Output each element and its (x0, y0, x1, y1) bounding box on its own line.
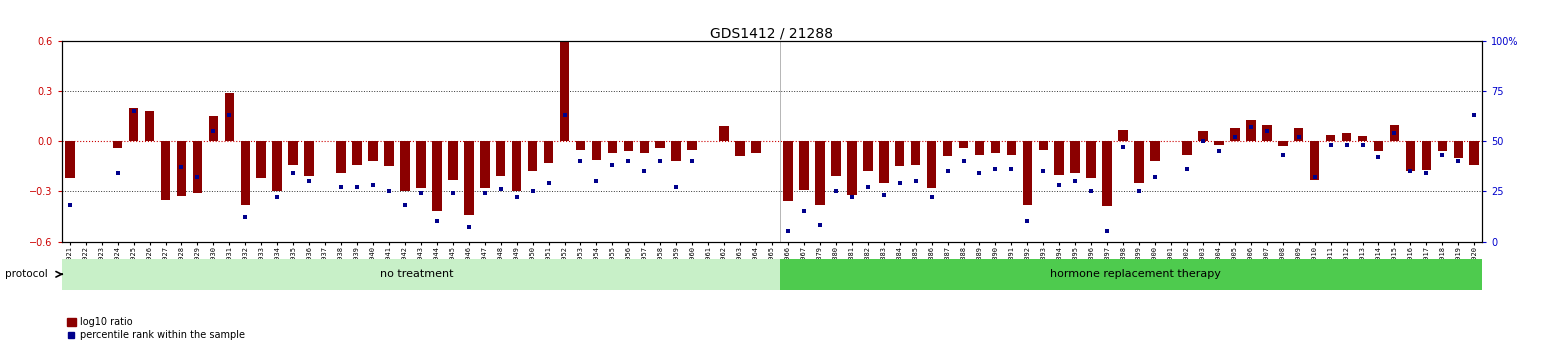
Bar (863, 141, 872, 171)
Bar (1405, 141, 1416, 171)
Bar (672, 141, 681, 161)
Bar (800, 141, 809, 190)
Bar (1246, 120, 1255, 141)
Bar (720, 127, 729, 141)
Bar (896, 141, 905, 167)
Bar (193, 141, 202, 193)
Bar (752, 141, 761, 153)
Bar (1261, 125, 1272, 141)
Bar (639, 141, 648, 153)
Bar (400, 141, 409, 191)
Bar (608, 141, 618, 153)
Bar (1007, 141, 1016, 155)
Bar (687, 141, 696, 150)
Bar (256, 141, 266, 178)
Bar (1055, 141, 1064, 175)
Bar (1309, 141, 1320, 180)
Bar (1087, 141, 1096, 178)
Bar (831, 141, 840, 177)
Bar (337, 141, 346, 173)
Bar (528, 141, 537, 171)
Bar (1470, 141, 1479, 165)
Text: hormone replacement therapy: hormone replacement therapy (1050, 269, 1221, 279)
Bar (1357, 137, 1368, 141)
Bar (1150, 141, 1160, 161)
Bar (513, 141, 522, 191)
Text: protocol: protocol (5, 269, 48, 279)
Bar (448, 141, 457, 180)
Bar (1135, 141, 1144, 183)
Bar (1453, 141, 1464, 158)
Bar (656, 141, 665, 148)
Bar (1070, 141, 1081, 173)
Bar (1278, 141, 1288, 146)
Bar (463, 141, 474, 215)
Bar (128, 108, 139, 141)
Bar (1437, 141, 1447, 151)
Bar (62, 259, 780, 290)
Bar (367, 141, 378, 161)
Bar (1183, 141, 1192, 155)
Bar (496, 141, 505, 177)
Bar (624, 141, 633, 151)
Bar (1198, 131, 1207, 141)
Bar (560, 33, 570, 141)
Bar (783, 141, 792, 201)
Bar (959, 141, 968, 148)
Text: no treatment: no treatment (380, 269, 454, 279)
Bar (304, 141, 313, 177)
Bar (161, 141, 170, 200)
Bar (480, 141, 489, 188)
Bar (1342, 133, 1351, 141)
Bar (943, 141, 953, 157)
Bar (991, 141, 1001, 153)
Title: GDS1412 / 21288: GDS1412 / 21288 (710, 26, 834, 40)
Bar (272, 141, 283, 191)
Bar (176, 141, 187, 197)
Bar (208, 117, 218, 141)
Bar (352, 141, 361, 165)
Bar (1422, 141, 1431, 170)
Bar (926, 141, 936, 188)
Bar (1326, 135, 1336, 141)
Bar (289, 141, 298, 165)
Bar (1118, 130, 1129, 141)
Bar (113, 141, 122, 148)
Bar (974, 141, 984, 155)
Bar (735, 141, 744, 157)
Bar (591, 141, 601, 160)
Bar (384, 141, 394, 167)
Bar (1294, 128, 1303, 141)
Bar (879, 141, 888, 183)
Bar (576, 141, 585, 150)
Bar (432, 141, 442, 211)
Bar (65, 141, 74, 178)
Bar (1102, 141, 1112, 206)
Bar (241, 141, 250, 205)
Legend: log10 ratio, percentile rank within the sample: log10 ratio, percentile rank within the … (66, 317, 245, 340)
Bar (848, 141, 857, 195)
Bar (415, 141, 426, 188)
Bar (780, 259, 1498, 290)
Bar (1390, 125, 1399, 141)
Bar (145, 111, 154, 141)
Bar (1231, 128, 1240, 141)
Bar (1374, 141, 1383, 151)
Bar (543, 141, 553, 163)
Bar (224, 93, 235, 141)
Bar (911, 141, 920, 165)
Bar (1039, 141, 1048, 150)
Bar (1214, 141, 1224, 145)
Bar (1022, 141, 1031, 205)
Bar (815, 141, 824, 205)
